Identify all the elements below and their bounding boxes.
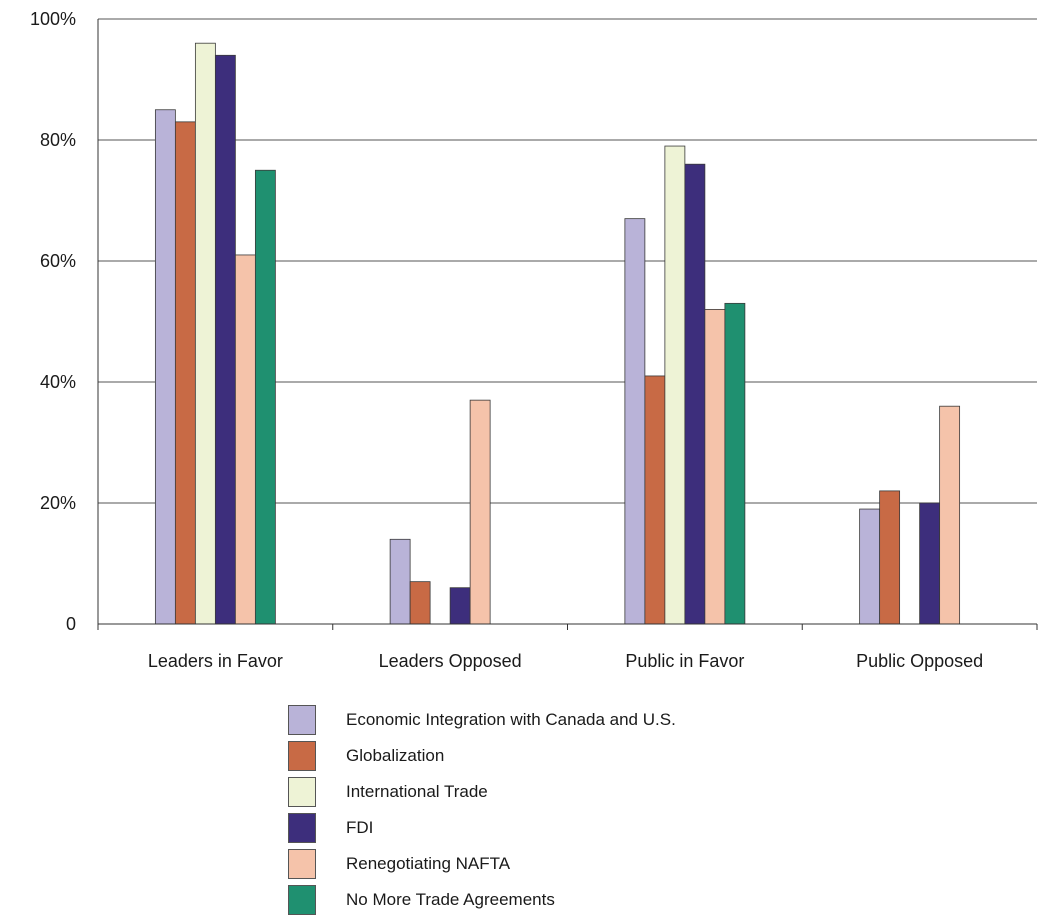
x-tick-label: Leaders in Favor: [148, 651, 283, 671]
bar: [254, 169, 276, 625]
x-axis-labels: Leaders in Favor Leaders Opposed Public in…: [148, 651, 983, 671]
bar: [214, 54, 236, 625]
legend-label: FDI: [346, 818, 374, 837]
bar: [724, 302, 746, 625]
legend-swatch: [288, 777, 316, 807]
bar: [624, 218, 646, 625]
bar: [704, 308, 726, 625]
legend-item: International Trade: [288, 774, 676, 810]
bar: [389, 538, 411, 625]
bar: [449, 587, 471, 625]
y-tick-label: 20%: [40, 493, 76, 513]
legend-label: International Trade: [346, 782, 488, 801]
bar: [469, 399, 491, 625]
legend-item: Globalization: [288, 738, 676, 774]
legend-label: Economic Integration with Canada and U.S…: [346, 710, 676, 729]
y-tick-label: 80%: [40, 130, 76, 150]
bar: [664, 145, 686, 625]
bar: [174, 121, 196, 625]
x-tick-label: Public Opposed: [856, 651, 983, 671]
bar: [859, 508, 881, 625]
legend-label: Globalization: [346, 746, 445, 765]
legend-item: No More Trade Agreements: [288, 882, 676, 918]
bar: [154, 109, 176, 625]
legend-item: Economic Integration with Canada and U.S…: [288, 702, 676, 738]
bars: [154, 42, 961, 625]
legend-swatch: [288, 885, 316, 915]
legend-swatch: [288, 849, 316, 879]
legend-label: No More Trade Agreements: [346, 890, 555, 909]
legend-swatch: [288, 741, 316, 771]
axes: [97, 19, 1038, 630]
bar: [684, 163, 706, 625]
legend-swatch: [288, 705, 316, 735]
legend: Economic Integration with Canada and U.S…: [288, 702, 676, 918]
bar: [879, 490, 901, 625]
legend-swatch: [288, 813, 316, 843]
legend-item: FDI: [288, 810, 676, 846]
bar-chart: 020%40%60%80%100% Leaders in Favor Leader…: [30, 9, 1038, 671]
x-tick-label: Public in Favor: [625, 651, 744, 671]
y-tick-label: 100%: [30, 9, 76, 29]
y-tick-label: 0: [66, 614, 76, 634]
bar: [919, 502, 941, 625]
legend-item: Renegotiating NAFTA: [288, 846, 676, 882]
bar: [644, 375, 666, 625]
legend-label: Renegotiating NAFTA: [346, 854, 511, 873]
x-tick-label: Leaders Opposed: [379, 651, 522, 671]
y-tick-label: 60%: [40, 251, 76, 271]
bar: [234, 254, 256, 625]
y-axis-ticks: 0 20% 40% 60% 80% 100%: [30, 9, 76, 634]
y-tick-label: 40%: [40, 372, 76, 392]
bar: [939, 405, 961, 625]
bar: [409, 581, 431, 625]
bar: [194, 42, 216, 625]
